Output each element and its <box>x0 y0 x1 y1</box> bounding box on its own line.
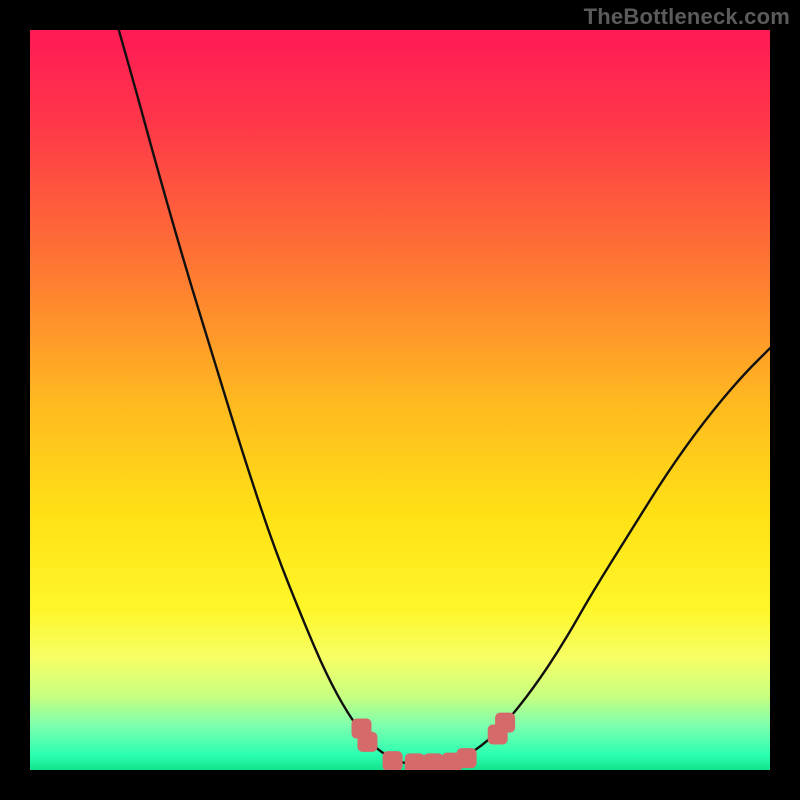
chart-svg <box>30 30 770 770</box>
data-marker <box>405 753 425 770</box>
gradient-background <box>30 30 770 770</box>
figure-frame: TheBottleneck.com <box>0 0 800 800</box>
data-marker <box>457 748 477 768</box>
data-marker <box>495 713 515 733</box>
watermark-text: TheBottleneck.com <box>584 4 790 30</box>
data-marker <box>423 753 443 770</box>
plot-area <box>30 30 770 770</box>
data-marker <box>383 751 403 770</box>
data-marker <box>357 732 377 752</box>
